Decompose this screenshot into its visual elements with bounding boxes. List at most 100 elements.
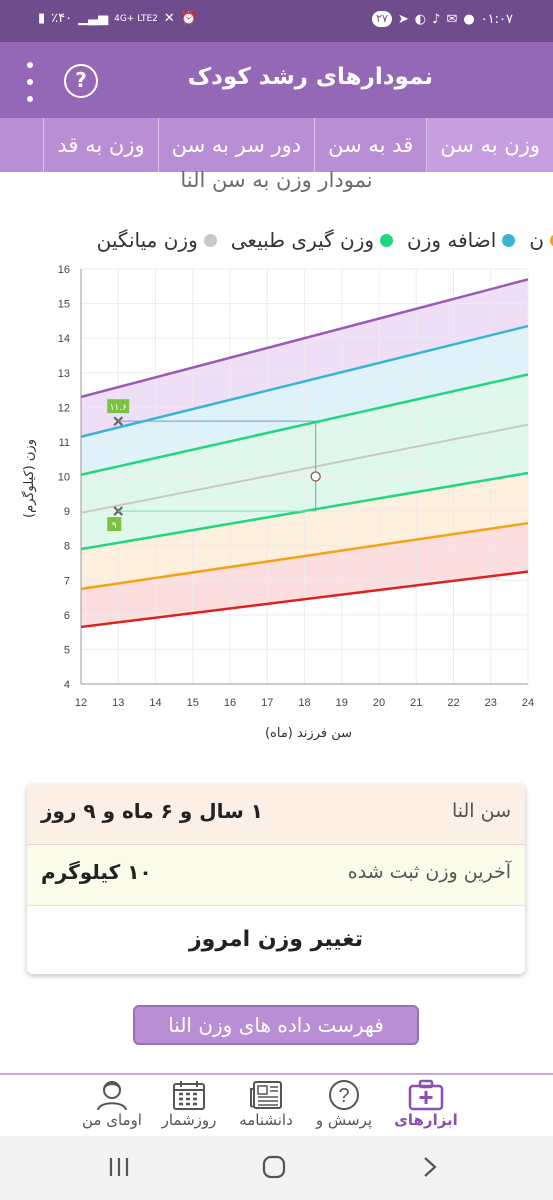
y-tick-label: 6 bbox=[64, 610, 70, 622]
legend-item-average[interactable]: وزن میانگین bbox=[97, 228, 217, 252]
tab-head-age[interactable]: دور سر به سن bbox=[157, 118, 315, 172]
system-nav-bar bbox=[0, 1136, 553, 1200]
legend-item-normal[interactable]: وزن گیری طبیعی bbox=[230, 228, 394, 252]
series-line bbox=[80, 423, 529, 514]
series-line bbox=[80, 570, 529, 629]
chart-tabs: وزن به سن قد به سن دور سر به سن وزن به ق… bbox=[0, 118, 553, 172]
x-tick-label: 12 bbox=[75, 697, 87, 709]
series-line bbox=[80, 324, 529, 438]
y-tick-label: 16 bbox=[58, 264, 70, 276]
legend-label: اضافه وزن bbox=[407, 228, 497, 252]
app-icon: ◐ bbox=[414, 11, 427, 27]
x-tick-label: 14 bbox=[149, 697, 161, 709]
age-value: ۱ سال و ۶ ماه و ۹ روز bbox=[41, 799, 263, 823]
tiktok-icon: ♪ bbox=[432, 11, 441, 27]
nav-questions[interactable]: ? پرسش و bbox=[306, 1079, 382, 1137]
info-card: سن النا ۱ سال و ۶ ماه و ۹ روز آخرین وزن … bbox=[27, 784, 525, 974]
legend-label: ن bbox=[529, 228, 544, 252]
profile-icon bbox=[97, 1081, 127, 1111]
tab-weight-age[interactable]: وزن به سن bbox=[426, 118, 553, 172]
current-point bbox=[310, 471, 321, 482]
x-tick-label: 16 bbox=[224, 697, 236, 709]
legend-label: وزن میانگین bbox=[96, 228, 198, 252]
weight-age-chart: 12 13 14 15 16 17 18 19 20 21 22 23 24 4 5 6 7 8 9 10 11 12 13… bbox=[21, 264, 534, 741]
nav-tools[interactable]: ابزارهای bbox=[386, 1079, 466, 1137]
battery-text: ٪۴۰ bbox=[51, 11, 73, 26]
status-time: ۰۱:۰۷ bbox=[480, 11, 513, 27]
series-line bbox=[80, 373, 529, 476]
back-icon[interactable] bbox=[421, 1156, 439, 1178]
nav-label: پرسش و bbox=[315, 1111, 373, 1129]
legend-dot bbox=[203, 233, 217, 247]
nav-label: ابزارهای bbox=[394, 1111, 458, 1129]
nav-encyclopedia[interactable]: دانشنامه bbox=[230, 1079, 302, 1137]
recent-apps-icon[interactable] bbox=[108, 1156, 130, 1178]
marker-label: ۹ bbox=[112, 521, 117, 531]
legend-item-partial[interactable]: ن bbox=[529, 228, 553, 252]
weight-label: آخرین وزن ثبت شده bbox=[347, 861, 511, 883]
marker-label-bg bbox=[107, 399, 130, 414]
legend-dot bbox=[380, 233, 394, 247]
chart-title: نمودار وزن به سن النا bbox=[180, 168, 373, 192]
nav-profile[interactable]: اومای من bbox=[74, 1079, 150, 1137]
message-icon: ● bbox=[463, 11, 475, 27]
y-tick-label: 4 bbox=[64, 679, 70, 691]
x-tick-label: 17 bbox=[261, 697, 273, 709]
chart-legend: ن اضافه وزن وزن گیری طبیعی وزن میانگین bbox=[97, 228, 553, 252]
change-weight-row: تغییر وزن امروز bbox=[27, 906, 525, 974]
x-tick-label: 23 bbox=[485, 697, 497, 709]
status-right: ۲۷ ➤ ◐ ♪ ✉ ● ۰۱:۰۷ bbox=[372, 11, 513, 27]
legend-label: وزن گیری طبیعی bbox=[230, 228, 375, 252]
y-tick-label: 11 bbox=[59, 437, 70, 449]
app-bar: ? نمودارهای رشد کودک bbox=[0, 42, 553, 118]
newspaper-icon bbox=[250, 1081, 282, 1109]
y-tick-label: 14 bbox=[58, 333, 70, 345]
telegram-icon: ➤ bbox=[397, 11, 409, 27]
y-tick-label: 8 bbox=[64, 541, 70, 553]
x-tick-label: 20 bbox=[373, 697, 385, 709]
home-icon[interactable] bbox=[262, 1155, 286, 1179]
alarm-icon: ⏰ bbox=[180, 11, 197, 26]
y-tick-label: 15 bbox=[58, 299, 70, 311]
more-options-icon[interactable] bbox=[22, 62, 38, 102]
wifi-off-icon: ✕ bbox=[163, 11, 175, 26]
network-text: 4G+ LTE2 bbox=[114, 13, 158, 24]
y-tick-label: 13 bbox=[58, 368, 70, 380]
x-axis-label: سن فرزند (ماه) bbox=[265, 726, 352, 741]
y-tick-label: 5 bbox=[64, 644, 70, 656]
calendar-icon bbox=[173, 1081, 205, 1110]
weight-value: ۱۰ کیلوگرم bbox=[41, 860, 152, 884]
marker-label-bg bbox=[107, 517, 122, 532]
change-weight-button[interactable]: تغییر وزن امروز bbox=[189, 927, 363, 952]
medical-kit-icon bbox=[408, 1079, 444, 1111]
y-tick-label: 9 bbox=[64, 506, 70, 518]
y-tick-label: 10 bbox=[58, 472, 70, 484]
x-tick-label: 21 bbox=[410, 697, 422, 709]
nav-calendar[interactable]: روزشمار bbox=[152, 1079, 226, 1137]
age-label: سن النا bbox=[451, 800, 511, 822]
series-line bbox=[80, 521, 529, 591]
marker-label: ۱۱.۶ bbox=[110, 403, 128, 413]
tab-height-age[interactable]: قد به سن bbox=[314, 118, 426, 172]
chat-icon: ✉ bbox=[446, 11, 458, 27]
weight-row: آخرین وزن ثبت شده ۱۰ کیلوگرم bbox=[27, 845, 525, 906]
page-title: نمودارهای رشد کودک bbox=[187, 64, 433, 90]
legend-dot bbox=[550, 233, 553, 247]
weight-list-button[interactable]: فهرست داده های وزن النا bbox=[133, 1005, 419, 1045]
notification-count: ۲۷ bbox=[372, 11, 392, 27]
signal-icon: ▁▃▅ bbox=[78, 11, 109, 26]
age-row: سن النا ۱ سال و ۶ ماه و ۹ روز bbox=[27, 784, 525, 845]
svg-text:?: ? bbox=[338, 1085, 349, 1107]
question-icon: ? bbox=[329, 1080, 359, 1110]
y-axis-label: وزن (کیلوگرم) bbox=[21, 439, 37, 518]
legend-item-overweight[interactable]: اضافه وزن bbox=[407, 228, 516, 252]
legend-dot bbox=[502, 233, 516, 247]
bottom-nav: ابزارهای ? پرسش و دانشنامه روزشمار bbox=[0, 1073, 553, 1136]
status-left: ▮ ٪۴۰ ▁▃▅ 4G+ LTE2 ✕ ⏰ bbox=[38, 11, 197, 26]
nav-label: دانشنامه bbox=[239, 1111, 293, 1129]
nav-label: اومای من bbox=[82, 1111, 142, 1129]
tab-weight-height[interactable]: وزن به قد bbox=[43, 118, 157, 172]
help-icon[interactable]: ? bbox=[64, 64, 98, 98]
x-tick-label: 18 bbox=[298, 697, 310, 709]
battery-icon: ▮ bbox=[38, 11, 46, 26]
